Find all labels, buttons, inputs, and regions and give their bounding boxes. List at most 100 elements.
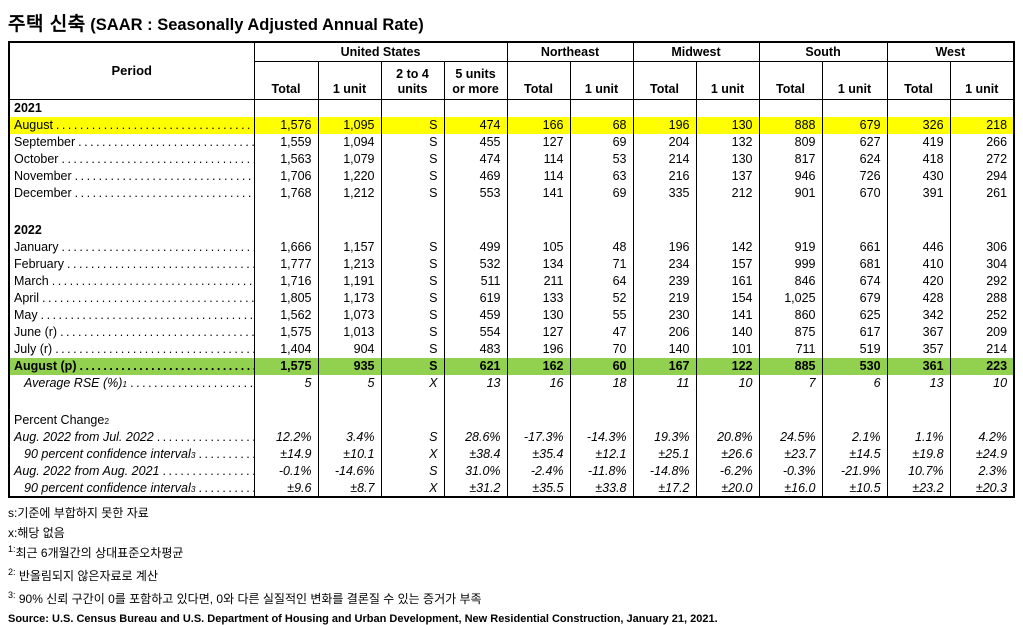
footnotes: s:기준에 부합하지 못한 자료 x:해당 없음 1:최근 6개월간의 상대표준… <box>8 505 1023 625</box>
value-cell <box>821 99 888 117</box>
col-header: 1 unit <box>569 61 634 100</box>
value-cell: 19.3% <box>632 428 697 446</box>
value-cell: 499 <box>443 238 508 256</box>
value-cell: 361 <box>886 357 951 375</box>
value-cell: 1,095 <box>317 116 382 134</box>
value-cell: 1.1% <box>886 428 951 446</box>
value-cell <box>949 391 1015 412</box>
period-cell: October.................................… <box>8 150 255 168</box>
col-header: Total <box>758 61 823 100</box>
value-cell: 888 <box>758 116 823 134</box>
value-cell: 114 <box>506 167 571 185</box>
value-cell: 530 <box>821 357 888 375</box>
value-cell: 63 <box>569 167 634 185</box>
value-cell <box>758 411 823 429</box>
value-cell: 5 <box>253 374 319 392</box>
value-cell: 420 <box>886 272 951 290</box>
value-cell: 1,094 <box>317 133 382 151</box>
col-header: 1 unit <box>821 61 888 100</box>
table-row: March...................................… <box>8 272 1015 290</box>
value-cell: S <box>380 462 445 480</box>
value-cell: 18 <box>569 374 634 392</box>
value-cell: ±26.6 <box>695 445 760 463</box>
row-label: January <box>14 240 59 254</box>
period-cell <box>8 201 255 222</box>
value-cell: 474 <box>443 150 508 168</box>
value-cell <box>569 201 634 222</box>
table-row: 90 percent confidence interval 3.........… <box>8 479 1015 497</box>
table-row: Average RSE (%)1........................… <box>8 374 1015 392</box>
period-cell: March...................................… <box>8 272 255 290</box>
value-cell: 196 <box>506 340 571 358</box>
value-cell: 212 <box>695 184 760 202</box>
period-cell: August (p)..............................… <box>8 357 255 375</box>
row-label: 2022 <box>14 223 42 237</box>
footnote-x: x:해당 없음 <box>8 525 65 540</box>
value-cell: 134 <box>506 255 571 273</box>
value-cell: 469 <box>443 167 508 185</box>
value-cell: ±19.8 <box>886 445 951 463</box>
period-cell: January.................................… <box>8 238 255 256</box>
value-cell: 239 <box>632 272 697 290</box>
value-cell: 342 <box>886 306 951 324</box>
value-cell: 204 <box>632 133 697 151</box>
value-cell: 132 <box>695 133 760 151</box>
value-cell: 1,191 <box>317 272 382 290</box>
value-cell: 64 <box>569 272 634 290</box>
value-cell <box>253 221 319 239</box>
value-cell: 28.6% <box>443 428 508 446</box>
value-cell: 70 <box>569 340 634 358</box>
value-cell: 335 <box>632 184 697 202</box>
value-cell: 670 <box>821 184 888 202</box>
value-cell: 1,805 <box>253 289 319 307</box>
value-cell: ±23.7 <box>758 445 823 463</box>
value-cell <box>380 201 445 222</box>
value-cell: 55 <box>569 306 634 324</box>
value-cell: 218 <box>949 116 1015 134</box>
value-cell: 69 <box>569 184 634 202</box>
value-cell: S <box>380 184 445 202</box>
table-row: September...............................… <box>8 133 1015 151</box>
table-row: July (r)................................… <box>8 340 1015 358</box>
value-cell: ±14.9 <box>253 445 319 463</box>
value-cell: 137 <box>695 167 760 185</box>
value-cell <box>443 201 508 222</box>
value-cell <box>886 201 951 222</box>
value-cell: 6 <box>821 374 888 392</box>
value-cell: 726 <box>821 167 888 185</box>
value-cell <box>886 221 951 239</box>
leader-dots: ........................................… <box>51 274 254 288</box>
value-cell <box>632 391 697 412</box>
table-row: Aug. 2022 from Aug. 2021................… <box>8 462 1015 480</box>
value-cell: S <box>380 272 445 290</box>
value-cell: 430 <box>886 167 951 185</box>
value-cell: 53 <box>569 150 634 168</box>
value-cell <box>821 201 888 222</box>
value-cell: 3.4% <box>317 428 382 446</box>
period-cell: Aug. 2022 from Jul. 2022................… <box>8 428 255 446</box>
value-cell: 554 <box>443 323 508 341</box>
table-row: August (p)..............................… <box>8 357 1015 375</box>
value-cell: 532 <box>443 255 508 273</box>
period-cell: Average RSE (%)1........................… <box>8 374 255 392</box>
value-cell: 142 <box>695 238 760 256</box>
value-cell: 161 <box>695 272 760 290</box>
value-cell: 885 <box>758 357 823 375</box>
value-cell: 1,013 <box>317 323 382 341</box>
value-cell: 13 <box>443 374 508 392</box>
value-cell <box>821 221 888 239</box>
value-cell: ±24.9 <box>949 445 1015 463</box>
value-cell: 141 <box>695 306 760 324</box>
value-cell <box>695 201 760 222</box>
value-cell: 48 <box>569 238 634 256</box>
value-cell: 846 <box>758 272 823 290</box>
value-cell: 5 <box>317 374 382 392</box>
value-cell: 211 <box>506 272 571 290</box>
value-cell <box>380 391 445 412</box>
value-cell: 196 <box>632 238 697 256</box>
value-cell: 1,563 <box>253 150 319 168</box>
table-row: October.................................… <box>8 150 1015 168</box>
value-cell: 141 <box>506 184 571 202</box>
leader-dots: ........................................… <box>78 135 253 149</box>
source-line: Source: U.S. Census Bureau and U.S. Depa… <box>8 612 718 625</box>
